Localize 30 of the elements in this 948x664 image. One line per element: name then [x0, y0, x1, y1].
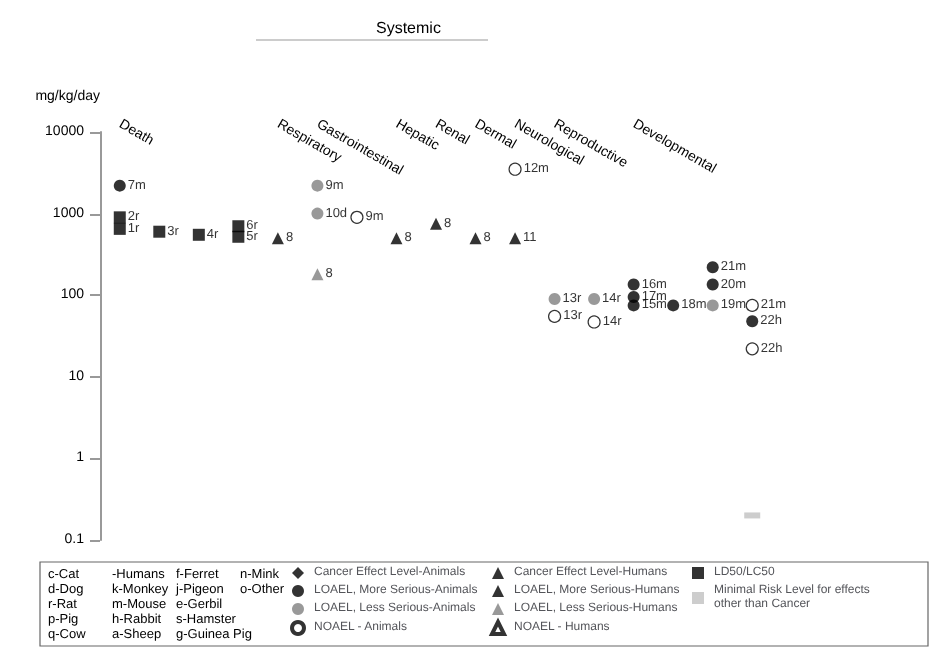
point: [232, 220, 245, 233]
point: [706, 278, 719, 291]
point: [113, 222, 126, 235]
point: [311, 207, 324, 220]
point: [192, 228, 205, 241]
text: Systemic: [376, 19, 441, 37]
point: [113, 179, 126, 192]
point: [745, 298, 759, 312]
point: [587, 315, 601, 329]
point: [706, 299, 719, 312]
point: [390, 232, 403, 245]
point: [113, 211, 126, 224]
point: [153, 225, 166, 238]
point: [745, 342, 759, 356]
point: [667, 299, 680, 312]
point: [311, 179, 324, 192]
point: [627, 299, 640, 312]
point: [430, 217, 442, 230]
point: [548, 292, 561, 305]
point: [509, 232, 522, 245]
point: [232, 230, 245, 243]
point: [469, 232, 482, 245]
point: [746, 315, 759, 328]
point: [548, 309, 562, 323]
point: [588, 292, 601, 305]
point: [350, 210, 364, 224]
point: [311, 268, 324, 281]
point: [271, 232, 284, 245]
point: [706, 261, 719, 274]
point: [627, 278, 640, 291]
